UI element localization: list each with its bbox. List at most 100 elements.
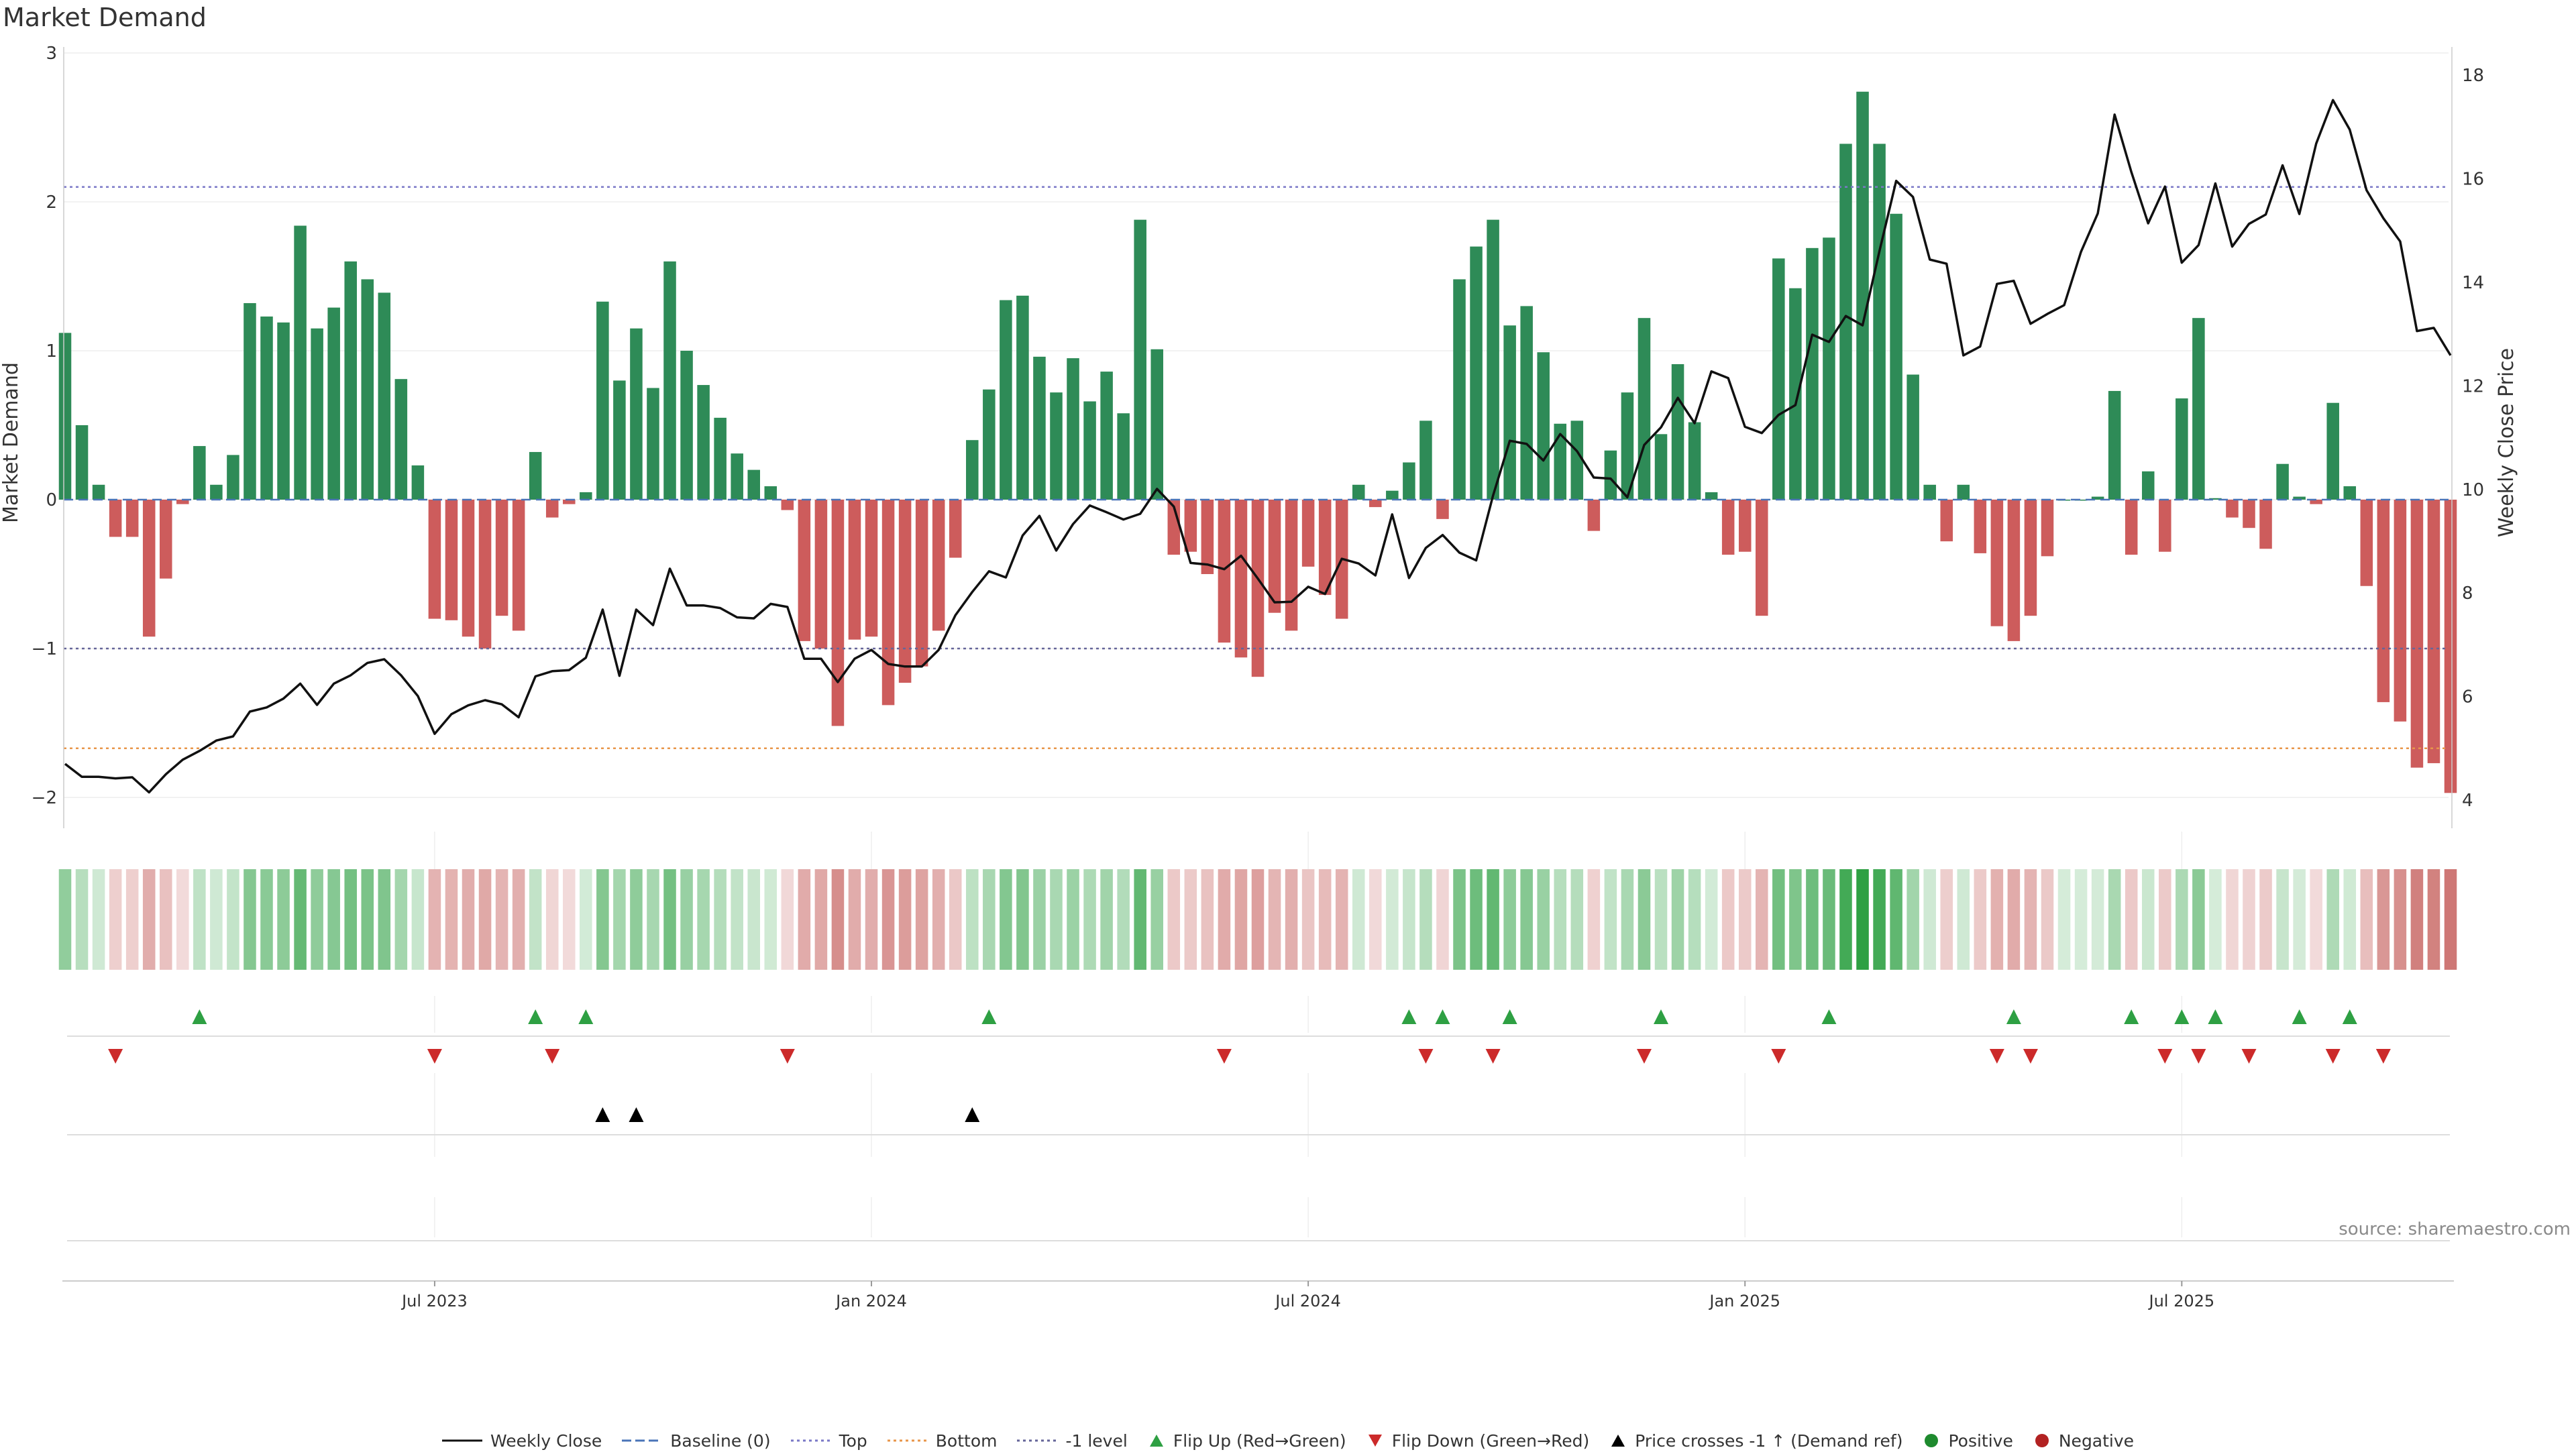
heat-strip-cell xyxy=(1184,869,1197,970)
heat-strip-cell xyxy=(142,869,156,970)
demand-bar xyxy=(2176,398,2188,500)
demand-bar xyxy=(1990,500,2004,626)
demand-bar xyxy=(2310,500,2322,504)
demand-bar xyxy=(1537,352,1550,500)
demand-bar xyxy=(1638,318,1651,500)
demand-bar xyxy=(1218,500,1231,643)
heat-strip-cell xyxy=(2226,869,2239,970)
legend-label-positive: Positive xyxy=(1948,1431,2013,1451)
flip-down-marker xyxy=(2191,1049,2206,1064)
legend-symbol-positive xyxy=(1925,1434,1939,1447)
demand-bar xyxy=(966,440,979,500)
heat-strip-cell xyxy=(764,869,777,970)
demand-bar xyxy=(1285,500,1298,631)
heat-strip-cell xyxy=(663,869,676,970)
demand-bar xyxy=(2074,500,2088,501)
demand-bar xyxy=(663,261,676,500)
heat-strip-cell xyxy=(445,869,458,970)
demand-bar xyxy=(1503,325,1516,500)
heat-strip-cell xyxy=(1403,869,1415,970)
demand-bar xyxy=(1000,300,1012,500)
legend-item-positive: Positive xyxy=(1923,1431,2013,1451)
heat-strip-cell xyxy=(1907,869,1919,970)
y2-tick-label: 8 xyxy=(2462,583,2473,604)
demand-bar xyxy=(1570,421,1584,500)
demand-bar xyxy=(798,500,811,641)
heat-strip-cell xyxy=(697,869,710,970)
chart-legend: Weekly Close Baseline (0) Top Bottom -1 leve… xyxy=(0,1427,2576,1454)
heat-strip-cell xyxy=(277,869,290,970)
legend-label-flip-up: Flip Up (Red→Green) xyxy=(1173,1431,1346,1451)
heat-strip-cell xyxy=(1570,869,1584,970)
heat-strip-cell xyxy=(1772,869,1785,970)
heat-strip-cell xyxy=(1083,869,1096,970)
heat-strip-cell xyxy=(227,869,239,970)
demand-bar xyxy=(495,500,508,616)
heat-strip-cell xyxy=(529,869,542,970)
flip-down-marker xyxy=(2375,1049,2391,1064)
heat-strip-cell xyxy=(966,869,979,970)
heat-strip-cell xyxy=(2444,869,2457,970)
heat-strip-cell xyxy=(881,869,895,970)
heat-strip-cell xyxy=(2091,869,2104,970)
price-cross-marker xyxy=(965,1107,980,1122)
heat-strip-cell xyxy=(462,869,475,970)
demand-bar xyxy=(445,500,458,620)
demand-bar xyxy=(731,453,743,500)
demand-bar xyxy=(2293,496,2306,500)
demand-bar xyxy=(1453,279,1466,500)
heat-strip-cell xyxy=(2176,869,2188,970)
flip-down-marker xyxy=(427,1049,442,1064)
demand-bar xyxy=(580,492,592,500)
heat-strip-cell xyxy=(1806,869,1819,970)
demand-bar xyxy=(545,500,559,518)
demand-bar xyxy=(1016,295,1029,500)
legend-item-flip-down: Flip Down (Green→Red) xyxy=(1366,1431,1589,1451)
legend-symbol-negative xyxy=(2035,1434,2049,1447)
flip-down-marker xyxy=(1216,1049,1232,1064)
demand-bar xyxy=(1705,492,1718,500)
heat-strip-cell xyxy=(1587,869,1601,970)
heat-strip-cell xyxy=(2377,869,2390,970)
demand-bar xyxy=(613,380,626,500)
demand-bar xyxy=(881,500,895,706)
demand-bar xyxy=(2343,486,2357,500)
demand-bar xyxy=(109,500,122,537)
demand-bar xyxy=(630,328,643,500)
demand-bar xyxy=(1201,500,1214,574)
demand-bar xyxy=(1957,484,1970,500)
heat-strip-cell xyxy=(2057,869,2071,970)
demand-bar xyxy=(1654,434,1668,500)
flip-down-marker xyxy=(780,1049,795,1064)
heat-strip-cell xyxy=(1974,869,1987,970)
demand-bar xyxy=(512,500,525,631)
x-tick-label: Jan 2024 xyxy=(835,1292,907,1310)
heat-strip-cell xyxy=(1705,869,1718,970)
demand-bar xyxy=(1268,500,1281,613)
heat-strip-cell xyxy=(613,869,626,970)
demand-bar xyxy=(680,351,693,500)
flip-down-marker xyxy=(2023,1049,2038,1064)
demand-bar xyxy=(848,500,861,640)
flip-down-marker xyxy=(108,1049,123,1064)
demand-bar xyxy=(932,500,945,631)
y2-tick-label: 4 xyxy=(2462,791,2473,811)
heat-strip-cell xyxy=(1856,869,1869,970)
heat-strip-cell xyxy=(545,869,559,970)
heat-strip-cell xyxy=(983,869,996,970)
heat-strip-cell xyxy=(1150,869,1164,970)
demand-bar xyxy=(764,486,777,500)
flip-down-marker xyxy=(2325,1049,2341,1064)
heat-strip-cell xyxy=(260,869,273,970)
demand-bar xyxy=(898,500,912,683)
legend-item-weekly-close: Weekly Close xyxy=(441,1431,602,1451)
heat-strip-cell xyxy=(2141,869,2155,970)
legend-swatch-flip-down xyxy=(1368,1435,1382,1447)
heat-strip-cell xyxy=(2276,869,2289,970)
demand-bar xyxy=(1419,421,1432,500)
flip-down-marker xyxy=(1418,1049,1434,1064)
heat-strip-cell xyxy=(244,869,256,970)
heat-strip-cell xyxy=(1957,869,1970,970)
heat-strip-cell xyxy=(2243,869,2255,970)
